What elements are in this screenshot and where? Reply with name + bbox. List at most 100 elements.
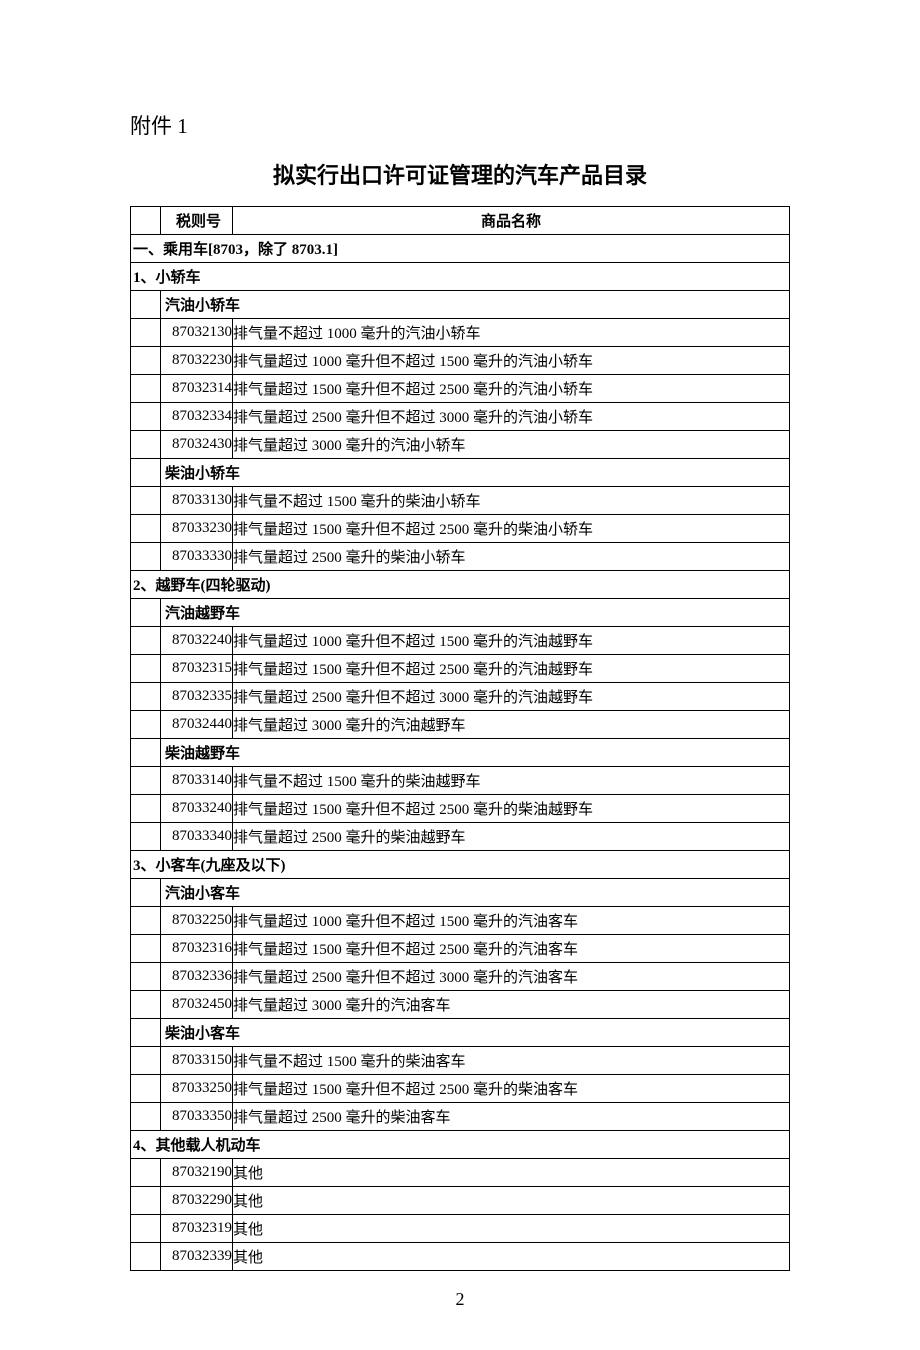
subgroup-row: 柴油小轿车 — [131, 459, 790, 487]
page-number: 2 — [130, 1289, 790, 1310]
blank-cell — [131, 879, 161, 907]
blank-cell — [131, 1243, 161, 1271]
blank-cell — [131, 459, 161, 487]
blank-cell — [131, 655, 161, 683]
blank-cell — [131, 739, 161, 767]
code-cell: 87033340 — [161, 823, 233, 851]
table-row: 87032240排气量超过 1000 毫升但不超过 1500 毫升的汽油越野车 — [131, 627, 790, 655]
code-cell: 87033140 — [161, 767, 233, 795]
blank-cell — [131, 291, 161, 319]
table-row: 87033350排气量超过 2500 毫升的柴油客车 — [131, 1103, 790, 1131]
code-cell: 87032319 — [161, 1215, 233, 1243]
code-cell: 87032250 — [161, 907, 233, 935]
blank-cell — [131, 823, 161, 851]
code-cell: 87032314 — [161, 375, 233, 403]
name-cell: 其他 — [233, 1215, 790, 1243]
blank-cell — [131, 487, 161, 515]
code-cell: 87033330 — [161, 543, 233, 571]
code-cell: 87033150 — [161, 1047, 233, 1075]
name-cell: 其他 — [233, 1243, 790, 1271]
table-row: 87032319其他 — [131, 1215, 790, 1243]
name-cell: 排气量超过 1000 毫升但不超过 1500 毫升的汽油小轿车 — [233, 347, 790, 375]
name-cell: 其他 — [233, 1159, 790, 1187]
table-row: 87033340排气量超过 2500 毫升的柴油越野车 — [131, 823, 790, 851]
table-row: 87032190其他 — [131, 1159, 790, 1187]
code-cell: 87032316 — [161, 935, 233, 963]
subgroup-row: 汽油越野车 — [131, 599, 790, 627]
table-row: 87032440排气量超过 3000 毫升的汽油越野车 — [131, 711, 790, 739]
code-cell: 87032130 — [161, 319, 233, 347]
blank-cell — [131, 1047, 161, 1075]
table-row: 87032250排气量超过 1000 毫升但不超过 1500 毫升的汽油客车 — [131, 907, 790, 935]
subgroup-title: 柴油越野车 — [161, 739, 790, 767]
section-title: 一、乘用车[8703，除了 8703.1] — [131, 235, 790, 263]
table-row: 87032450排气量超过 3000 毫升的汽油客车 — [131, 991, 790, 1019]
blank-cell — [131, 935, 161, 963]
name-cell: 排气量超过 1500 毫升但不超过 2500 毫升的汽油小轿车 — [233, 375, 790, 403]
subgroup-title: 汽油小客车 — [161, 879, 790, 907]
table-row: 87033240排气量超过 1500 毫升但不超过 2500 毫升的柴油越野车 — [131, 795, 790, 823]
table-row: 87033150排气量不超过 1500 毫升的柴油客车 — [131, 1047, 790, 1075]
table-row: 87033230排气量超过 1500 毫升但不超过 2500 毫升的柴油小轿车 — [131, 515, 790, 543]
table-row: 87033330排气量超过 2500 毫升的柴油小轿车 — [131, 543, 790, 571]
blank-cell — [131, 515, 161, 543]
name-cell: 排气量超过 1500 毫升但不超过 2500 毫升的柴油越野车 — [233, 795, 790, 823]
table-row: 87032130排气量不超过 1000 毫升的汽油小轿车 — [131, 319, 790, 347]
table-row: 87032316排气量超过 1500 毫升但不超过 2500 毫升的汽油客车 — [131, 935, 790, 963]
code-cell: 87033250 — [161, 1075, 233, 1103]
blank-cell — [131, 907, 161, 935]
code-cell: 87032334 — [161, 403, 233, 431]
blank-cell — [131, 431, 161, 459]
blank-cell — [131, 1103, 161, 1131]
table-row: 87032230排气量超过 1000 毫升但不超过 1500 毫升的汽油小轿车 — [131, 347, 790, 375]
group-title: 2、越野车(四轮驱动) — [131, 571, 790, 599]
name-cell: 排气量超过 2500 毫升的柴油越野车 — [233, 823, 790, 851]
header-code: 税则号 — [161, 207, 233, 235]
group-title: 4、其他载人机动车 — [131, 1131, 790, 1159]
name-cell: 排气量不超过 1000 毫升的汽油小轿车 — [233, 319, 790, 347]
subgroup-title: 柴油小轿车 — [161, 459, 790, 487]
code-cell: 87033230 — [161, 515, 233, 543]
blank-cell — [131, 711, 161, 739]
blank-cell — [131, 1187, 161, 1215]
table-row: 87032336排气量超过 2500 毫升但不超过 3000 毫升的汽油客车 — [131, 963, 790, 991]
name-cell: 排气量超过 2500 毫升但不超过 3000 毫升的汽油越野车 — [233, 683, 790, 711]
code-cell: 87032336 — [161, 963, 233, 991]
code-cell: 87032315 — [161, 655, 233, 683]
subgroup-row: 柴油越野车 — [131, 739, 790, 767]
code-cell: 87032450 — [161, 991, 233, 1019]
code-cell: 87032290 — [161, 1187, 233, 1215]
code-cell: 87032190 — [161, 1159, 233, 1187]
code-cell: 87032230 — [161, 347, 233, 375]
blank-cell — [131, 347, 161, 375]
table-row: 87032430排气量超过 3000 毫升的汽油小轿车 — [131, 431, 790, 459]
blank-cell — [131, 963, 161, 991]
name-cell: 排气量超过 2500 毫升但不超过 3000 毫升的汽油小轿车 — [233, 403, 790, 431]
blank-cell — [131, 767, 161, 795]
name-cell: 排气量超过 1000 毫升但不超过 1500 毫升的汽油客车 — [233, 907, 790, 935]
document-title: 拟实行出口许可证管理的汽车产品目录 — [130, 158, 790, 190]
table-row: 87032339其他 — [131, 1243, 790, 1271]
table-row: 87032290其他 — [131, 1187, 790, 1215]
blank-cell — [131, 991, 161, 1019]
name-cell: 排气量超过 1000 毫升但不超过 1500 毫升的汽油越野车 — [233, 627, 790, 655]
blank-cell — [131, 543, 161, 571]
name-cell: 排气量超过 1500 毫升但不超过 2500 毫升的汽油越野车 — [233, 655, 790, 683]
blank-cell — [131, 375, 161, 403]
table-row: 87032314排气量超过 1500 毫升但不超过 2500 毫升的汽油小轿车 — [131, 375, 790, 403]
blank-cell — [131, 683, 161, 711]
subgroup-row: 汽油小轿车 — [131, 291, 790, 319]
group-row: 2、越野车(四轮驱动) — [131, 571, 790, 599]
code-cell: 87032430 — [161, 431, 233, 459]
name-cell: 排气量超过 1500 毫升但不超过 2500 毫升的汽油客车 — [233, 935, 790, 963]
code-cell: 87033240 — [161, 795, 233, 823]
code-cell: 87033130 — [161, 487, 233, 515]
subgroup-row: 汽油小客车 — [131, 879, 790, 907]
name-cell: 排气量超过 2500 毫升但不超过 3000 毫升的汽油客车 — [233, 963, 790, 991]
blank-cell — [131, 599, 161, 627]
blank-cell — [131, 1075, 161, 1103]
product-catalog-table: 税则号 商品名称 一、乘用车[8703，除了 8703.1]1、小轿车汽油小轿车… — [130, 206, 790, 1271]
blank-cell — [131, 1159, 161, 1187]
attachment-label: 附件 1 — [130, 110, 790, 140]
name-cell: 排气量超过 1500 毫升但不超过 2500 毫升的柴油客车 — [233, 1075, 790, 1103]
